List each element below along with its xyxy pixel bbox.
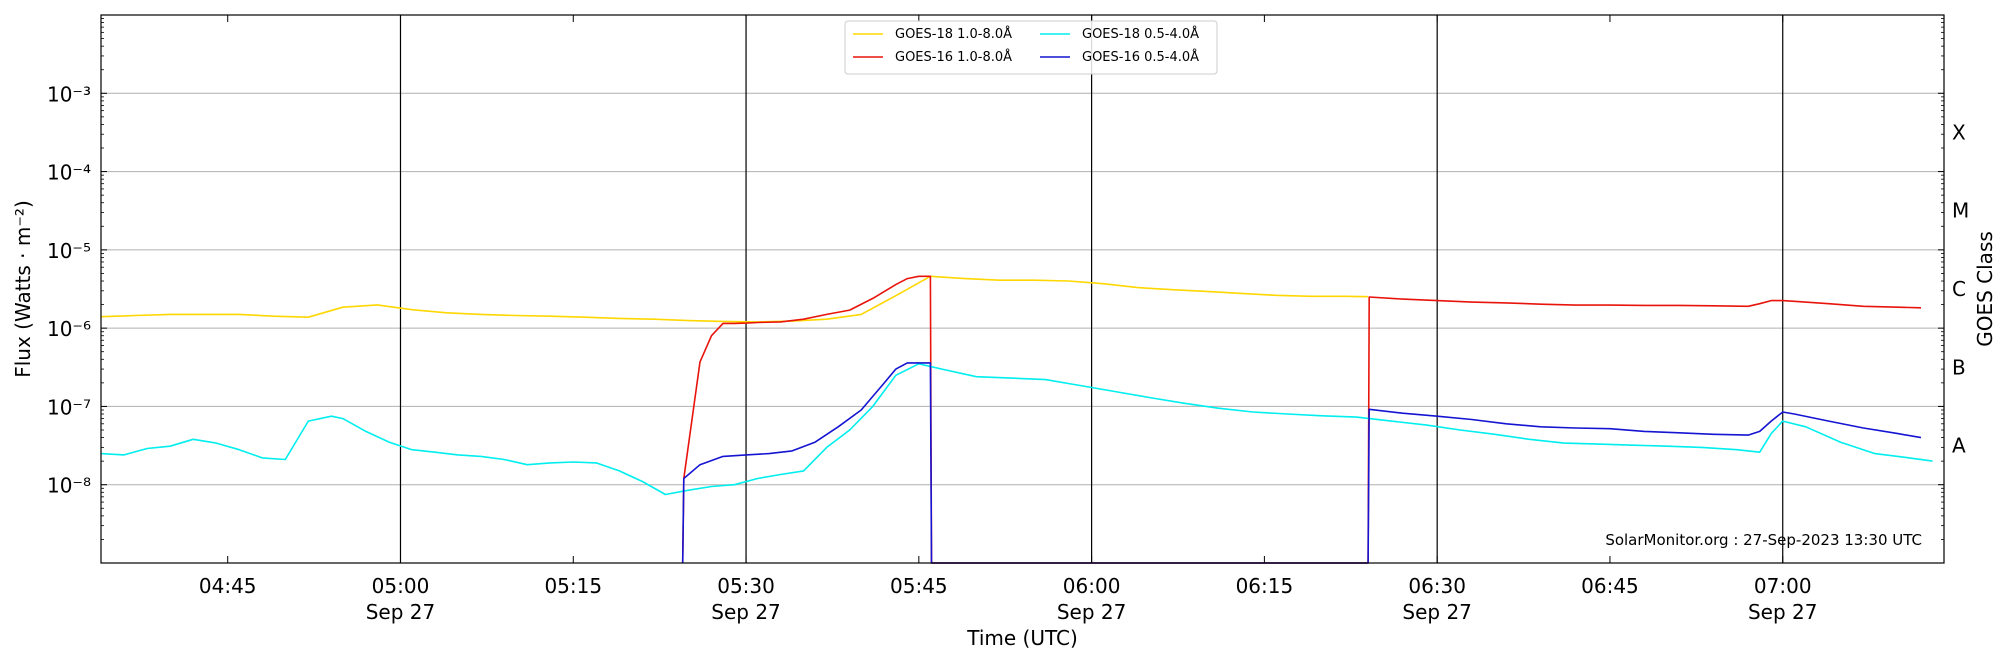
series-lines <box>100 275 1933 564</box>
x-tick-label: 06:45 <box>1581 574 1639 598</box>
x-tick-label: 06:30 <box>1408 574 1466 598</box>
x-tick-label: 06:00 <box>1063 574 1121 598</box>
legend-label: GOES-18 1.0-8.0Å <box>895 26 1012 42</box>
x-tick-label: 05:30 <box>717 574 775 598</box>
x-tick-date-label: Sep 27 <box>1057 600 1127 624</box>
axis-ticks <box>101 15 1944 563</box>
y-tick-label: 10⁻⁴ <box>47 161 91 185</box>
series-line-0 <box>100 275 1369 323</box>
series-line-2 <box>100 362 1933 496</box>
x-tick-label: 06:15 <box>1236 574 1294 598</box>
x-tick-label: 04:45 <box>199 574 257 598</box>
grid-lines <box>101 15 1944 563</box>
goes-class-label: X <box>1952 120 1966 144</box>
y-axis-label: Flux (Watts · m⁻²) <box>11 200 35 378</box>
x-tick-label: 05:45 <box>890 574 948 598</box>
goes-class-label: B <box>1952 355 1966 379</box>
goes-class-label: C <box>1952 277 1966 301</box>
x-tick-date-label: Sep 27 <box>711 600 781 624</box>
legend-label: GOES-18 0.5-4.0Å <box>1082 26 1199 42</box>
x-tick-date-label: Sep 27 <box>1402 600 1472 624</box>
legend-box <box>844 20 1218 75</box>
x-axis-label: Time (UTC) <box>966 626 1078 650</box>
x-tick-label: 05:15 <box>544 574 602 598</box>
goes-class-label: A <box>1952 434 1966 458</box>
y-tick-label: 10⁻⁸ <box>47 474 91 498</box>
x-tick-date-label: Sep 27 <box>366 600 436 624</box>
legend-label: GOES-16 0.5-4.0Å <box>1082 49 1199 65</box>
x-tick-label: 07:00 <box>1754 574 1812 598</box>
series-line-3 <box>681 362 1922 564</box>
plot-frame <box>100 14 1945 564</box>
y2-axis-label: GOES Class <box>1973 231 1997 347</box>
series-line-1 <box>681 275 1922 564</box>
y-tick-label: 10⁻⁶ <box>47 317 91 341</box>
credit-annotation: SolarMonitor.org : 27-Sep-2023 13:30 UTC <box>1605 531 1922 549</box>
legend-label: GOES-16 1.0-8.0Å <box>895 49 1012 65</box>
x-tick-label: 05:00 <box>372 574 430 598</box>
x-tick-date-label: Sep 27 <box>1748 600 1818 624</box>
y-tick-label: 10⁻⁷ <box>47 395 91 419</box>
legend: GOES-18 1.0-8.0Å GOES-16 1.0-8.0Å GOES-18 … <box>844 20 1218 75</box>
y-tick-label: 10⁻³ <box>47 82 91 106</box>
y-tick-label: 10⁻⁵ <box>47 239 91 263</box>
goes-class-label: M <box>1952 199 1969 223</box>
